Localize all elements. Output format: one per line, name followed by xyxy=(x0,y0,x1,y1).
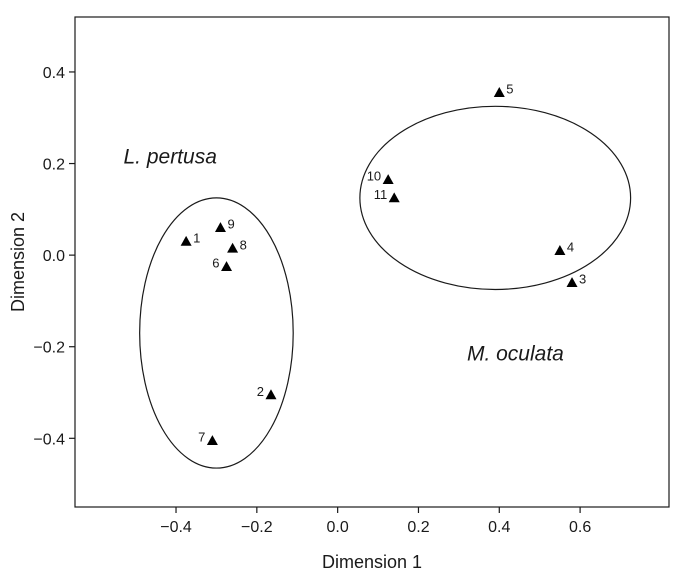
point-2 xyxy=(265,389,277,400)
point-label-3: 3 xyxy=(579,272,586,287)
x-tick-label: 0.2 xyxy=(407,519,429,536)
group-label-m-oculata: M. oculata xyxy=(467,342,564,365)
point-8 xyxy=(227,242,239,253)
data-points xyxy=(180,87,578,445)
group-ellipses xyxy=(139,105,632,469)
point-7 xyxy=(206,435,218,445)
point-label-9: 9 xyxy=(227,217,234,232)
y-tick-label: 0.4 xyxy=(43,65,65,82)
y-axis-title: Dimension 2 xyxy=(8,212,28,312)
point-11 xyxy=(388,192,400,203)
group-label-l-pertusa: L. pertusa xyxy=(123,146,216,169)
y-axis-ticks: −0.4 −0.2 0.0 0.2 0.4 xyxy=(33,65,75,448)
point-3 xyxy=(566,277,578,288)
y-tick-label: −0.2 xyxy=(33,340,65,357)
point-6 xyxy=(221,261,233,271)
y-tick-label: −0.4 xyxy=(33,431,65,448)
point-label-7: 7 xyxy=(198,430,205,445)
group-ellipse-l-pertusa xyxy=(139,197,294,469)
point-label-11: 11 xyxy=(374,187,388,202)
point-label-8: 8 xyxy=(240,237,247,252)
point-label-10: 10 xyxy=(367,169,381,184)
x-tick-label: 0.0 xyxy=(327,519,349,536)
y-tick-label: 0.0 xyxy=(43,248,65,265)
point-label-5: 5 xyxy=(506,82,513,97)
point-label-6: 6 xyxy=(212,256,219,271)
point-1 xyxy=(180,235,192,246)
x-tick-label: 0.6 xyxy=(569,519,591,536)
point-10 xyxy=(382,174,394,184)
y-tick-label: 0.2 xyxy=(43,157,65,174)
point-4 xyxy=(554,245,566,255)
point-label-4: 4 xyxy=(567,240,574,255)
x-tick-label: −0.4 xyxy=(160,519,192,536)
x-tick-label: −0.2 xyxy=(241,519,273,536)
plot-frame xyxy=(74,16,670,508)
x-axis-title: Dimension 1 xyxy=(322,552,422,572)
point-5 xyxy=(493,87,505,97)
point-9 xyxy=(214,222,226,233)
group-ellipse-m-oculata xyxy=(359,105,632,291)
x-tick-label: 0.4 xyxy=(488,519,510,536)
group-labels: L. pertusa M. oculata xyxy=(123,146,563,366)
point-label-1: 1 xyxy=(193,230,200,245)
x-axis-ticks: −0.4 −0.2 0.0 0.2 0.4 0.6 xyxy=(160,507,591,536)
point-labels: 1 2 3 4 5 6 7 89 10 11 xyxy=(193,82,586,445)
point-label-2: 2 xyxy=(257,384,264,399)
